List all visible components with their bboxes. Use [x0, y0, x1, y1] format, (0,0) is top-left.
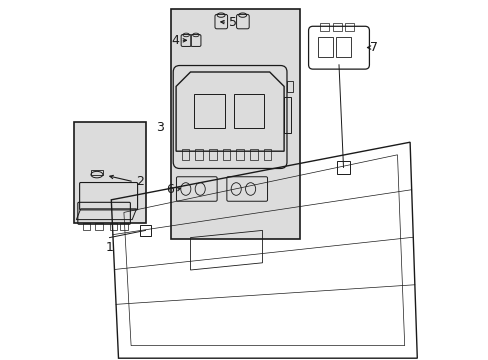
- Bar: [82, 223, 90, 230]
- Bar: [318, 37, 333, 57]
- Text: 6: 6: [165, 183, 173, 196]
- Bar: [345, 23, 354, 31]
- Bar: [208, 149, 216, 160]
- Bar: [120, 223, 128, 230]
- Bar: [336, 161, 349, 174]
- Bar: [249, 149, 257, 160]
- Bar: [109, 223, 117, 230]
- Bar: [222, 149, 230, 160]
- Text: 7: 7: [370, 41, 378, 54]
- Bar: [336, 37, 351, 57]
- Bar: [320, 23, 328, 31]
- Bar: [181, 149, 189, 160]
- Text: 2: 2: [136, 175, 143, 188]
- Bar: [263, 149, 271, 160]
- Bar: [194, 94, 224, 128]
- Bar: [91, 170, 103, 175]
- Text: 4: 4: [171, 34, 179, 47]
- Bar: [284, 97, 290, 133]
- Bar: [140, 225, 151, 236]
- Bar: [332, 23, 341, 31]
- Bar: [233, 94, 264, 128]
- Bar: [195, 149, 203, 160]
- Text: 5: 5: [228, 16, 237, 29]
- Text: 3: 3: [155, 121, 163, 134]
- Bar: [236, 149, 244, 160]
- Bar: [286, 81, 293, 92]
- Text: 1: 1: [105, 241, 113, 254]
- Bar: [73, 122, 145, 223]
- Bar: [95, 223, 103, 230]
- Bar: [170, 9, 300, 239]
